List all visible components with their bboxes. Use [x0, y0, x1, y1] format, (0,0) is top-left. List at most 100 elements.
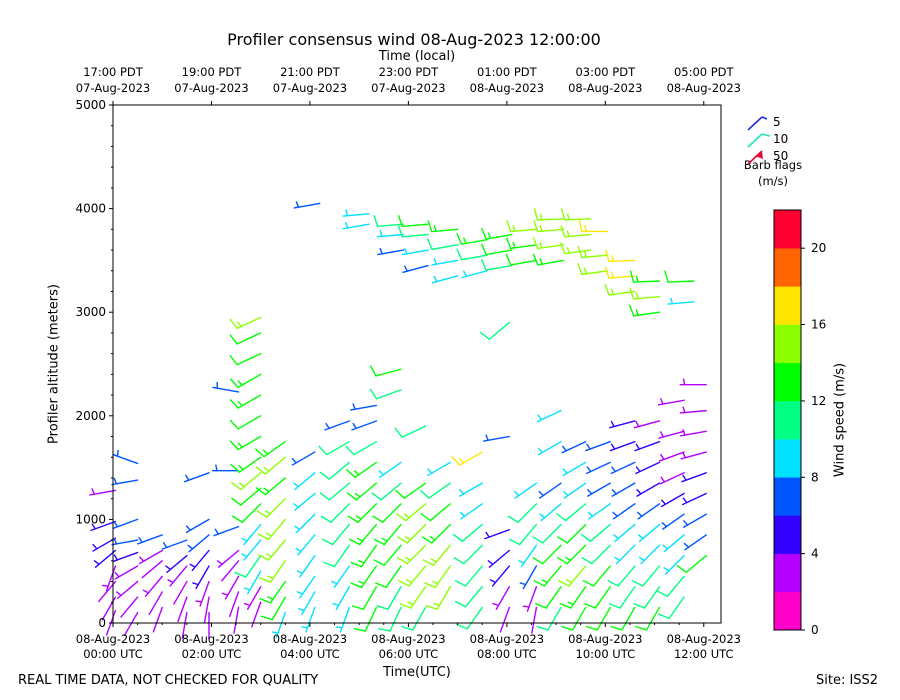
wind-barb: [120, 596, 139, 618]
barb-staff: [596, 606, 611, 631]
wind-barb: [431, 258, 459, 266]
barb-full-flag: [604, 283, 610, 296]
wind-barb: [484, 529, 511, 540]
barb-full-flag: [348, 538, 361, 546]
barb-half-flag: [262, 449, 269, 455]
wind-barb: [585, 441, 611, 452]
top-tick-time: 01:00 PDT: [477, 65, 538, 79]
barb-half-flag: [635, 420, 640, 428]
barb-staff: [645, 606, 661, 631]
wind-barb: [139, 549, 163, 565]
barb-half-flag: [403, 513, 410, 519]
legend-barb-pennant: [755, 151, 763, 159]
barb-half-flag: [487, 560, 494, 565]
barb-half-flag: [635, 275, 639, 283]
wind-barb: [148, 591, 163, 616]
barb-full-flag: [605, 249, 610, 263]
barb-staff: [541, 544, 562, 565]
barb-half-flag: [92, 543, 98, 550]
barb-half-flag: [512, 225, 516, 232]
barb-half-flag: [239, 482, 245, 488]
barb-half-flag: [291, 457, 297, 464]
barb-full-flag: [604, 266, 610, 279]
wind-barb: [560, 225, 592, 238]
barb-full-flag: [234, 571, 247, 578]
barb-full-flag: [481, 227, 487, 240]
barb-half-flag: [660, 476, 666, 483]
barb-staff: [177, 596, 188, 623]
barb-half-flag: [216, 560, 223, 565]
barb-half-flag: [192, 582, 199, 586]
barb-staff: [518, 523, 538, 546]
barb-half-flag: [587, 511, 594, 517]
barb-full-flag: [230, 463, 241, 473]
barb-half-flag: [138, 536, 143, 543]
barb-staff: [385, 565, 402, 589]
barb-half-flag: [660, 453, 665, 461]
x-axis-title: Time(UTC): [383, 665, 451, 680]
wind-barb: [173, 580, 188, 605]
barb-half-flag: [407, 601, 414, 606]
wind-barb: [347, 503, 378, 523]
wind-barb: [255, 477, 287, 496]
barb-half-flag: [564, 556, 572, 562]
barb-staff: [403, 482, 427, 499]
barb-half-flag: [537, 447, 544, 454]
wind-barb: [231, 472, 262, 491]
barb-half-flag: [113, 554, 119, 561]
barb-staff: [591, 544, 611, 565]
wind-barb: [427, 461, 451, 477]
wind-barb: [556, 544, 587, 565]
barb-half-flag: [335, 626, 343, 629]
wind-barb: [371, 482, 402, 501]
barb-staff: [381, 503, 402, 523]
top-tick-time: 19:00 PDT: [182, 65, 243, 79]
barb-half-flag: [433, 258, 438, 265]
wind-barb: [629, 270, 661, 283]
barb-half-flag: [114, 571, 120, 578]
barb-full-flag: [323, 561, 336, 568]
barb-staff: [387, 586, 402, 610]
y-tick-label: 1000: [75, 512, 106, 526]
barb-half-flag: [539, 241, 543, 249]
barb-half-flag: [662, 544, 669, 550]
colorbar-tick-label: 16: [811, 318, 826, 332]
wind-barb: [679, 429, 707, 437]
barb-staff: [120, 596, 139, 618]
barb-full-flag: [259, 577, 272, 583]
barb-full-flag: [656, 590, 669, 597]
barb-half-flag: [185, 474, 190, 481]
plot-frame: [112, 104, 722, 624]
wind-barb: [508, 523, 538, 546]
barb-full-flag: [558, 580, 570, 587]
barb-staff: [564, 503, 587, 522]
barb-half-flag: [165, 565, 172, 571]
wind-barb: [582, 565, 611, 587]
barb-half-flag: [587, 489, 593, 495]
barb-full-flag: [319, 471, 331, 480]
wind-barb: [532, 544, 562, 565]
barb-half-flag: [381, 537, 388, 542]
wind-barb: [456, 248, 488, 261]
barb-full-flag: [421, 536, 433, 544]
barb-staff: [485, 264, 513, 271]
barb-half-flag: [358, 560, 365, 564]
wind-barb: [112, 449, 139, 465]
top-tick-date: 07-Aug-2023: [76, 81, 150, 95]
colorbar-segment: [774, 324, 801, 364]
barb-full-flag: [398, 214, 403, 228]
barb-half-flag: [539, 225, 543, 232]
wind-barb: [165, 554, 188, 574]
barb-staff: [488, 321, 511, 340]
wind-barb: [402, 264, 429, 274]
barb-half-flag: [93, 560, 100, 565]
barb-half-flag: [513, 490, 520, 497]
wind-barb: [679, 406, 707, 414]
barb-half-flag: [663, 567, 670, 572]
wind-barb: [260, 596, 287, 621]
wind-barb: [664, 270, 695, 283]
wind-barb: [454, 586, 483, 608]
wind-barb: [112, 518, 139, 529]
wind-barb: [658, 596, 685, 620]
y-axis-title: Profiler altitude (meters): [46, 284, 62, 444]
